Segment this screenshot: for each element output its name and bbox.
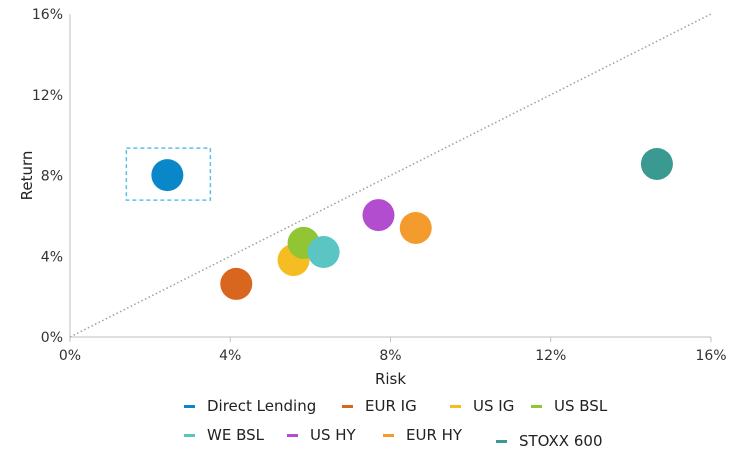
data-point-direct-lending: [151, 159, 184, 192]
legend-swatch: [287, 433, 298, 437]
y-tick-label: 8%: [41, 169, 63, 185]
legend-swatch: [184, 433, 195, 437]
legend-label: Direct Lending: [207, 397, 317, 415]
legend-swatch: [496, 439, 507, 443]
legend-swatch: [342, 404, 353, 408]
x-tick-label: 12%: [535, 348, 566, 364]
data-point-eur-ig: [220, 267, 253, 300]
legend-item: Direct Lending: [184, 397, 316, 415]
legend-item: US BSL: [531, 397, 607, 415]
legend-swatch: [531, 404, 542, 408]
legend-item: US IG: [450, 397, 514, 415]
y-tick-label: 12%: [32, 88, 63, 104]
legend-label: WE BSL: [207, 426, 264, 444]
y-tick-label: 4%: [41, 249, 63, 265]
legend-swatch: [450, 404, 461, 408]
x-tick-label: 0%: [59, 348, 81, 364]
legend-label: US BSL: [554, 397, 608, 415]
x-tick-label: 4%: [219, 348, 241, 364]
legend-item: WE BSL: [184, 426, 264, 444]
legend-item: US HY: [287, 426, 356, 444]
data-point-eur-hy: [399, 211, 432, 244]
legend-label: EUR IG: [365, 397, 417, 415]
highlight-box: [125, 147, 212, 201]
x-tick-label: 8%: [379, 348, 401, 364]
legend-label: US IG: [473, 397, 515, 415]
y-axis-label: Return: [18, 151, 36, 201]
legend-swatch: [184, 404, 195, 408]
x-tick-label: 16%: [695, 348, 726, 364]
y-tick-label: 0%: [41, 330, 63, 346]
data-point-stoxx-600: [640, 147, 673, 180]
legend-label: EUR HY: [406, 426, 463, 444]
y-tick-label: 16%: [32, 7, 63, 23]
data-point-we-bsl: [307, 236, 340, 269]
x-axis-label: Risk: [375, 370, 406, 388]
legend-label: US HY: [310, 426, 356, 444]
legend-item: EUR IG: [342, 397, 417, 415]
legend-label: STOXX 600: [519, 432, 603, 450]
data-point-us-hy: [362, 199, 395, 232]
legend-item: STOXX 600: [496, 432, 602, 450]
legend-item: EUR HY: [383, 426, 462, 444]
legend-swatch: [383, 433, 394, 437]
